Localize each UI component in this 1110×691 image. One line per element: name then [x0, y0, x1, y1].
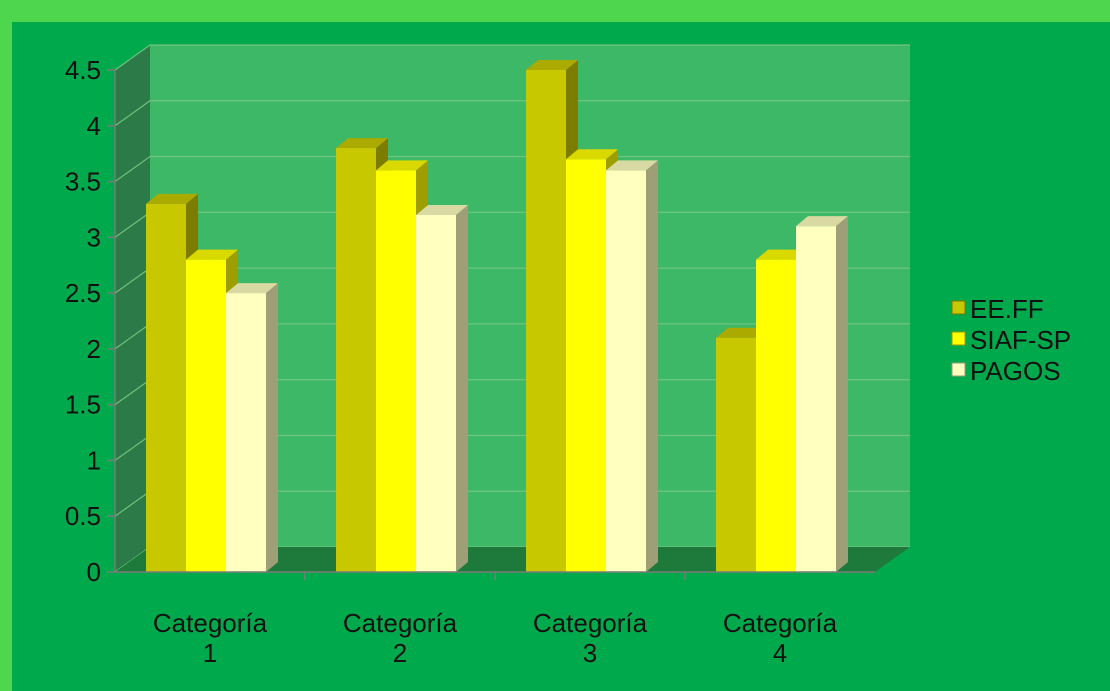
bar-side [836, 216, 848, 572]
bar-top [226, 283, 278, 294]
legend-label: EE.FF [970, 294, 1044, 324]
x-tick-label: Categoría [533, 608, 648, 638]
bar-front [716, 337, 756, 572]
bar-side [646, 160, 658, 572]
y-tick-label: 4 [87, 111, 101, 141]
y-tick-label: 0 [87, 557, 101, 587]
bar-top [566, 149, 618, 160]
bar-top [606, 160, 658, 171]
bar-front [186, 259, 226, 572]
legend-label: PAGOS [970, 356, 1061, 386]
bar-front [416, 215, 456, 572]
x-tick-label: Categoría [343, 608, 458, 638]
x-tick-label: 3 [583, 638, 597, 668]
side-wall [115, 45, 150, 572]
bar-front [756, 259, 796, 572]
bar [226, 283, 278, 572]
bar-top [186, 249, 238, 260]
bar [416, 205, 468, 572]
bar [716, 327, 768, 572]
chart-floor [115, 547, 910, 572]
y-tick-label: 1 [87, 445, 101, 475]
bar-front [526, 70, 566, 572]
bar-top [416, 205, 468, 216]
y-tick-label: 2 [87, 334, 101, 364]
grid-line [114, 44, 910, 71]
x-tick-label: 1 [203, 638, 217, 668]
bar [796, 216, 848, 572]
bar-front [336, 148, 376, 573]
bar-front [146, 203, 186, 572]
grid-line [114, 155, 910, 183]
y-tick-label: 2.5 [65, 278, 101, 308]
y-tick-label: 0.5 [65, 501, 101, 531]
bar-side [266, 283, 278, 572]
y-tick-label: 3 [87, 222, 101, 252]
bar-front [566, 159, 606, 572]
bar-front [796, 226, 836, 572]
legend-swatch [951, 300, 966, 315]
bar-front [606, 170, 646, 572]
x-tick-label: 4 [773, 638, 787, 668]
bar-front [376, 170, 416, 572]
bar-top [716, 327, 768, 338]
bar-front [226, 293, 266, 572]
y-tick-label: 4.5 [65, 55, 101, 85]
bar-side [456, 205, 468, 572]
bar-top [336, 138, 388, 149]
legend-swatch [951, 362, 966, 377]
y-tick-label: 1.5 [65, 390, 101, 420]
bar [606, 160, 658, 572]
x-tick-label: 2 [393, 638, 407, 668]
bars [146, 60, 848, 573]
legend-swatch [951, 331, 966, 346]
bar-top [376, 160, 428, 171]
x-tick-label: Categoría [153, 608, 268, 638]
bar-top [756, 249, 808, 260]
grid-line [114, 100, 910, 127]
bar-top [146, 193, 198, 204]
legend-label: SIAF-SP [970, 325, 1071, 355]
bar-top [526, 60, 578, 70]
x-tick-label: Categoría [723, 608, 838, 638]
bar-top [796, 216, 848, 227]
y-axis: 0 0.5 1 1.5 2 2.5 3 3.5 4 4.5 [65, 55, 116, 587]
y-tick-label: 3.5 [65, 167, 101, 197]
floor-plane [115, 547, 910, 572]
